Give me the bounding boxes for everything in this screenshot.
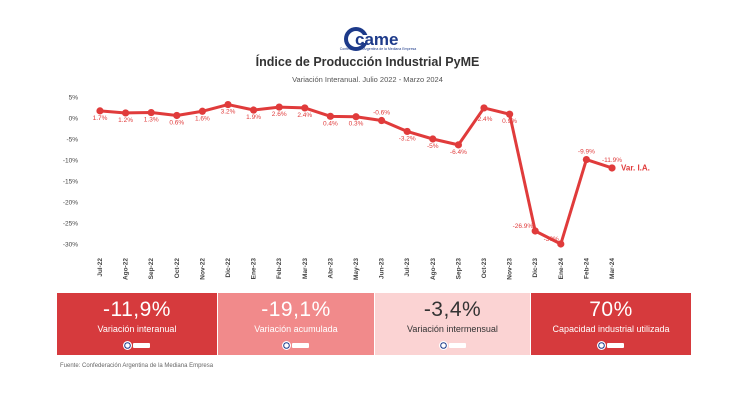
data-label: -26.9% — [513, 223, 534, 230]
data-label: 1.9% — [246, 114, 261, 121]
card-label: Capacidad industrial utilizada — [552, 324, 670, 334]
x-tick-label: Feb-24 — [583, 258, 590, 279]
card-label: Variación intermensual — [407, 324, 498, 334]
logo-subtitle: Confederación Argentina de la Mediana Em… — [339, 47, 417, 51]
data-label: 1.3% — [144, 117, 159, 124]
x-tick-label: Ene-24 — [558, 258, 565, 280]
data-label: 1.2% — [118, 117, 133, 124]
x-axis: Jul-22 Ago-22 Sep-22 Oct-22 Nov-22 Dic-22 Ene-… — [97, 258, 616, 280]
data-labels: 1.7% 1.2% 1.3% 0.6% 1.6% 3.2% 1.9% 2.6% 2.4% 0.4%… — [93, 109, 623, 243]
data-point — [378, 116, 386, 125]
came-mini-logo — [438, 341, 466, 350]
x-tick-label: Sep-23 — [455, 258, 462, 280]
data-label: 2.6% — [272, 111, 287, 118]
y-tick-label: -20% — [63, 200, 78, 207]
data-point — [608, 164, 616, 172]
data-label: -9.9% — [578, 149, 595, 156]
data-point — [96, 107, 104, 115]
data-label: -3.2% — [399, 135, 416, 142]
data-label: -5% — [427, 143, 439, 150]
data-point — [301, 104, 309, 112]
came-logo: came — [344, 27, 398, 51]
x-tick-label: Oct-23 — [481, 258, 488, 279]
data-label: 2.4% — [478, 116, 493, 123]
data-point — [557, 240, 565, 248]
came-mini-logo — [597, 341, 624, 350]
card-label: Variación interanual — [97, 324, 177, 334]
y-axis: 5% 0% -5% -10% -15% -20% -25% -30% — [63, 95, 78, 249]
x-tick-label: Oct-22 — [174, 258, 181, 279]
data-point — [250, 106, 258, 114]
data-label: -6.4% — [450, 149, 467, 156]
logo-text: came — [355, 30, 398, 49]
x-tick-label: Jul-22 — [97, 258, 104, 277]
data-point — [173, 111, 181, 120]
data-label: -30% — [544, 236, 559, 243]
data-label: -11.9% — [602, 157, 622, 164]
data-label: -0.6% — [373, 110, 390, 117]
x-tick-label: Mar-23 — [302, 258, 309, 279]
y-tick-label: -5% — [66, 137, 78, 144]
data-points — [96, 100, 616, 248]
data-label: 0.9% — [502, 118, 517, 125]
card-variacion-intermensual: -3,4% Variación intermensual — [375, 293, 530, 355]
data-label: 0.3% — [349, 121, 364, 128]
data-point — [582, 155, 591, 164]
card-label: Variación acumulada — [254, 324, 338, 334]
card-value: 70% — [589, 298, 633, 321]
card-value: -19,1% — [261, 298, 331, 321]
x-tick-label: Ago-23 — [430, 258, 437, 280]
data-label: 1.6% — [195, 115, 210, 122]
chart-subtitle: Variación Interanual. Julio 2022 - Marzo… — [292, 75, 443, 84]
came-mini-logo — [282, 341, 309, 350]
data-point — [198, 107, 206, 115]
y-tick-label: 0% — [69, 116, 79, 123]
data-point — [224, 100, 232, 109]
data-point — [326, 112, 334, 120]
data-point — [352, 113, 360, 121]
x-tick-label: Feb-23 — [276, 258, 283, 279]
x-tick-label: May-23 — [353, 258, 360, 280]
data-label: 3.2% — [221, 109, 236, 116]
chart-title: Índice de Producción Industrial PyME — [255, 55, 480, 69]
data-point — [531, 227, 539, 235]
x-tick-label: Dic-23 — [532, 258, 539, 278]
data-point — [275, 103, 283, 111]
card-value: -3,4% — [423, 298, 482, 321]
x-tick-label: Ago-22 — [123, 258, 130, 280]
x-tick-label: Sep-22 — [148, 258, 155, 280]
data-point — [480, 104, 488, 112]
y-tick-label: -15% — [63, 179, 78, 186]
card-value: -11,9% — [103, 298, 171, 321]
x-tick-label: Ene-23 — [251, 258, 258, 280]
x-tick-label: Abr-23 — [327, 258, 334, 279]
data-label: 2.4% — [297, 112, 312, 119]
x-tick-label: Nov-22 — [199, 258, 206, 280]
data-point — [122, 109, 130, 117]
x-tick-label: Jul-23 — [404, 258, 411, 277]
y-tick-label: -30% — [63, 242, 78, 249]
data-point — [506, 110, 514, 118]
data-point — [403, 127, 411, 136]
source-note: Fuente: Confederación Argentina de la Me… — [60, 363, 214, 369]
card-capacidad-utilizada: 70% Capacidad industrial utilizada — [531, 293, 691, 355]
data-point — [147, 108, 155, 117]
came-mini-logo — [123, 341, 150, 350]
y-tick-label: -10% — [63, 158, 78, 165]
card-variacion-interanual: -11,9% Variación interanual — [57, 293, 217, 355]
data-point — [454, 141, 462, 149]
x-tick-label: Dic-22 — [225, 258, 232, 278]
data-label: 0.4% — [323, 120, 338, 127]
data-point — [429, 135, 437, 143]
series-name-label: Var. I.A. — [621, 163, 650, 172]
y-tick-label: 5% — [69, 95, 79, 102]
line-chart: 5% 0% -5% -10% -15% -20% -25% -30% Jul-22 Ago-22… — [63, 95, 650, 281]
x-tick-label: Nov-23 — [507, 258, 514, 280]
x-tick-label: Jun-23 — [379, 258, 386, 279]
x-tick-label: Mar-24 — [609, 258, 616, 279]
y-tick-label: -25% — [63, 221, 78, 228]
data-label: 0.6% — [169, 119, 184, 126]
card-variacion-acumulada: -19,1% Variación acumulada — [218, 293, 374, 355]
data-label: 1.7% — [93, 115, 108, 122]
